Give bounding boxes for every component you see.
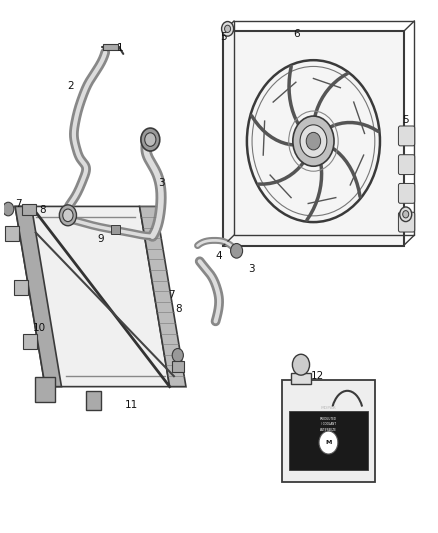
FancyBboxPatch shape: [399, 183, 415, 203]
FancyBboxPatch shape: [24, 334, 37, 350]
FancyBboxPatch shape: [399, 126, 415, 146]
Circle shape: [293, 116, 334, 166]
Circle shape: [400, 207, 412, 222]
Circle shape: [63, 209, 73, 222]
Bar: [223, 31, 403, 246]
Text: 3: 3: [158, 178, 164, 188]
FancyBboxPatch shape: [290, 410, 367, 470]
Text: 5: 5: [403, 115, 409, 125]
Circle shape: [306, 132, 321, 150]
FancyBboxPatch shape: [172, 360, 184, 372]
Text: 8: 8: [175, 304, 181, 314]
Text: PREDILUTED: PREDILUTED: [320, 416, 337, 421]
Bar: [103, 44, 118, 50]
Text: 5: 5: [220, 31, 226, 42]
Text: 11: 11: [124, 400, 138, 410]
Bar: [291, 373, 311, 384]
FancyBboxPatch shape: [111, 225, 120, 233]
FancyBboxPatch shape: [399, 155, 415, 175]
Text: 12: 12: [311, 371, 325, 381]
Circle shape: [141, 128, 160, 151]
Text: 10: 10: [33, 323, 46, 333]
Circle shape: [319, 431, 338, 454]
Circle shape: [293, 354, 310, 375]
FancyBboxPatch shape: [282, 380, 375, 482]
Polygon shape: [15, 206, 170, 386]
Text: 9: 9: [98, 235, 104, 244]
Text: MOPAR: MOPAR: [321, 406, 336, 409]
Polygon shape: [15, 206, 61, 386]
FancyBboxPatch shape: [22, 204, 36, 215]
Circle shape: [300, 125, 327, 157]
Circle shape: [172, 349, 184, 362]
Text: 8: 8: [39, 205, 46, 215]
FancyBboxPatch shape: [5, 225, 19, 241]
FancyBboxPatch shape: [85, 391, 101, 410]
Text: 7: 7: [169, 290, 175, 300]
Text: 7: 7: [15, 199, 21, 209]
FancyBboxPatch shape: [399, 212, 415, 232]
Circle shape: [230, 244, 243, 258]
Circle shape: [59, 205, 77, 226]
Circle shape: [3, 202, 14, 216]
Text: 6: 6: [293, 29, 300, 39]
Circle shape: [403, 211, 409, 218]
Circle shape: [145, 133, 156, 147]
Text: 4: 4: [215, 251, 223, 261]
Text: 2: 2: [67, 82, 74, 91]
FancyBboxPatch shape: [35, 377, 56, 402]
Polygon shape: [140, 206, 186, 386]
FancyBboxPatch shape: [14, 280, 28, 295]
Circle shape: [222, 21, 233, 36]
Text: / COOLANT: / COOLANT: [321, 422, 336, 426]
Text: 1: 1: [117, 43, 124, 53]
Text: M: M: [325, 440, 332, 445]
Circle shape: [225, 25, 230, 33]
Text: ANTIFREEZE: ANTIFREEZE: [320, 428, 337, 432]
Text: 3: 3: [248, 264, 254, 274]
